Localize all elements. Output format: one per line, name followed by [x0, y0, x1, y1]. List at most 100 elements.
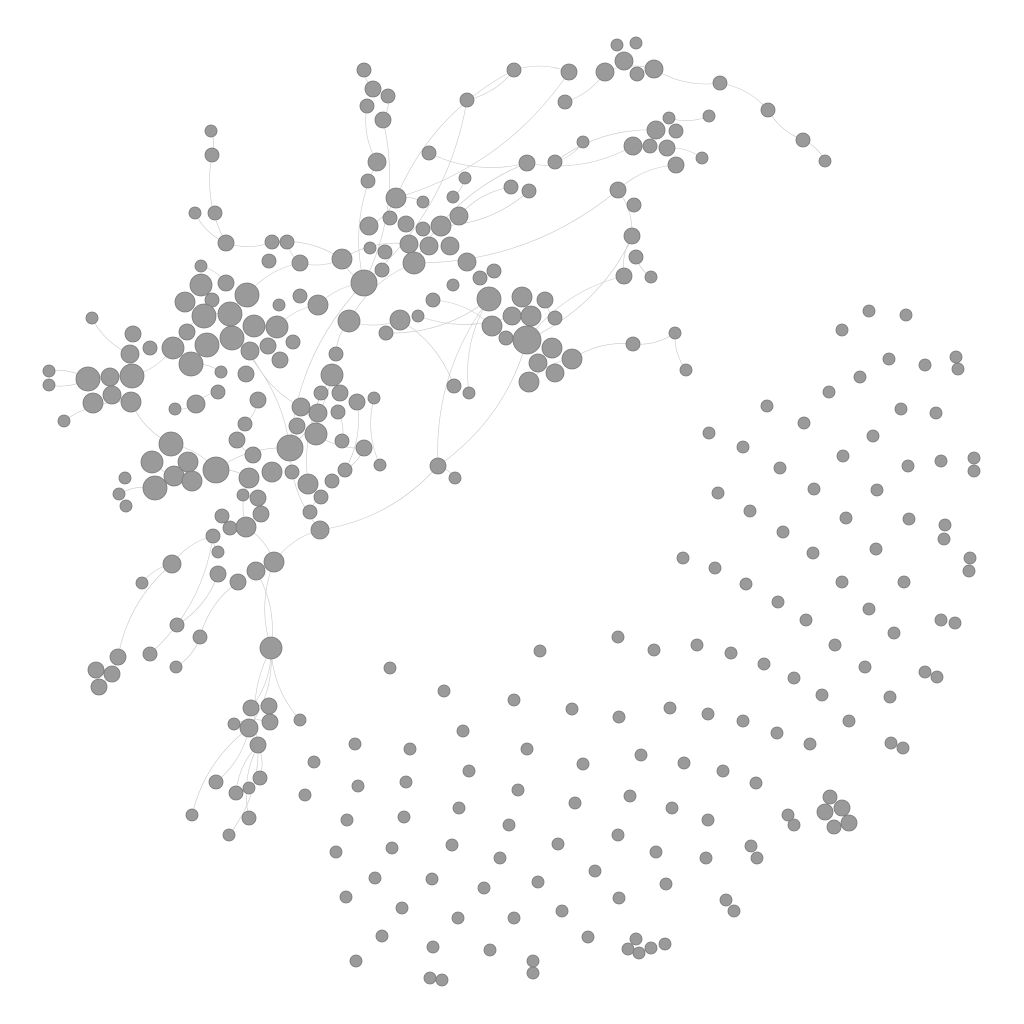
- graph-node: [658, 937, 672, 951]
- graph-node: [142, 475, 168, 501]
- graph-edge: [395, 71, 570, 199]
- graph-node: [304, 422, 328, 446]
- graph-node: [276, 434, 304, 462]
- graph-node: [695, 151, 709, 165]
- graph-node: [360, 173, 376, 189]
- graph-edge: [437, 298, 490, 467]
- graph-node: [887, 626, 901, 640]
- graph-node: [185, 808, 199, 822]
- graph-node: [526, 966, 540, 980]
- graph-node: [472, 270, 488, 286]
- graph-node: [901, 459, 915, 473]
- graph-node: [828, 638, 842, 652]
- graph-node: [835, 323, 849, 337]
- graph-node: [118, 471, 132, 485]
- graph-edge: [719, 82, 769, 111]
- graph-node: [711, 486, 725, 500]
- graph-node: [611, 828, 625, 842]
- graph-node: [378, 325, 394, 341]
- graph-edge: [417, 315, 513, 325]
- graph-node: [328, 346, 344, 362]
- graph-node: [883, 690, 897, 704]
- graph-node: [217, 301, 243, 327]
- graph-node: [773, 461, 787, 475]
- graph-node: [498, 330, 514, 346]
- graph-edge: [370, 397, 381, 466]
- graph-node: [227, 717, 241, 731]
- graph-node: [425, 292, 441, 308]
- graph-node: [727, 904, 741, 918]
- graph-node: [918, 358, 932, 372]
- graph-node: [483, 943, 497, 957]
- graph-node: [244, 446, 262, 464]
- graph-node: [612, 710, 626, 724]
- graph-node: [493, 851, 507, 865]
- graph-node: [178, 351, 204, 377]
- graph-node: [807, 482, 821, 496]
- graph-edge: [399, 319, 455, 387]
- graph-node: [699, 851, 713, 865]
- graph-node: [320, 363, 344, 387]
- graph-edge: [413, 189, 619, 264]
- graph-node: [502, 306, 522, 326]
- graph-node: [787, 671, 801, 685]
- graph-node: [367, 152, 387, 172]
- graph-edge: [149, 535, 214, 655]
- graph-node: [374, 262, 390, 278]
- graph-node: [547, 154, 563, 170]
- graph-node: [85, 311, 99, 325]
- graph-node: [835, 575, 849, 589]
- graph-node: [169, 660, 183, 674]
- graph-node: [644, 941, 658, 955]
- graph-node: [259, 636, 283, 660]
- graph-node: [313, 385, 329, 401]
- graph-node: [246, 561, 266, 581]
- graph-node: [929, 406, 943, 420]
- graph-node: [659, 877, 673, 891]
- graph-node: [397, 215, 415, 233]
- graph-node: [235, 516, 257, 538]
- graph-node: [429, 457, 447, 475]
- graph-node: [477, 881, 491, 895]
- graph-node: [142, 646, 158, 662]
- graph-edge: [176, 573, 219, 626]
- graph-node: [411, 309, 425, 323]
- graph-node: [967, 451, 981, 465]
- graph-node: [451, 911, 465, 925]
- graph-node: [963, 551, 977, 565]
- graph-node: [951, 362, 965, 376]
- graph-node: [350, 269, 378, 297]
- graph-node: [426, 940, 440, 954]
- graph-node: [647, 643, 661, 657]
- graph-node: [395, 901, 409, 915]
- graph-node: [120, 344, 140, 364]
- graph-node: [249, 489, 267, 507]
- graph-node: [310, 520, 330, 540]
- graph-node: [822, 385, 836, 399]
- graph-node: [423, 971, 437, 985]
- graph-node: [242, 781, 256, 795]
- graph-node: [181, 470, 203, 492]
- graph-node: [425, 872, 439, 886]
- graph-node: [237, 365, 255, 383]
- graph-node: [445, 838, 459, 852]
- graph-node: [629, 932, 643, 946]
- node-layer: [42, 36, 981, 987]
- graph-node: [169, 617, 185, 633]
- graph-node: [307, 755, 321, 769]
- graph-node: [383, 661, 397, 675]
- graph-node: [676, 551, 690, 565]
- graph-node: [614, 51, 634, 71]
- graph-node: [271, 351, 289, 369]
- graph-node: [210, 384, 226, 400]
- graph-node: [862, 602, 876, 616]
- graph-node: [222, 828, 236, 842]
- graph-node: [272, 298, 286, 312]
- graph-node: [658, 139, 676, 157]
- graph-node: [112, 487, 126, 501]
- graph-node: [209, 565, 227, 583]
- graph-node: [415, 221, 431, 237]
- graph-node: [502, 818, 516, 832]
- graph-node: [158, 431, 184, 457]
- graph-node: [120, 391, 142, 413]
